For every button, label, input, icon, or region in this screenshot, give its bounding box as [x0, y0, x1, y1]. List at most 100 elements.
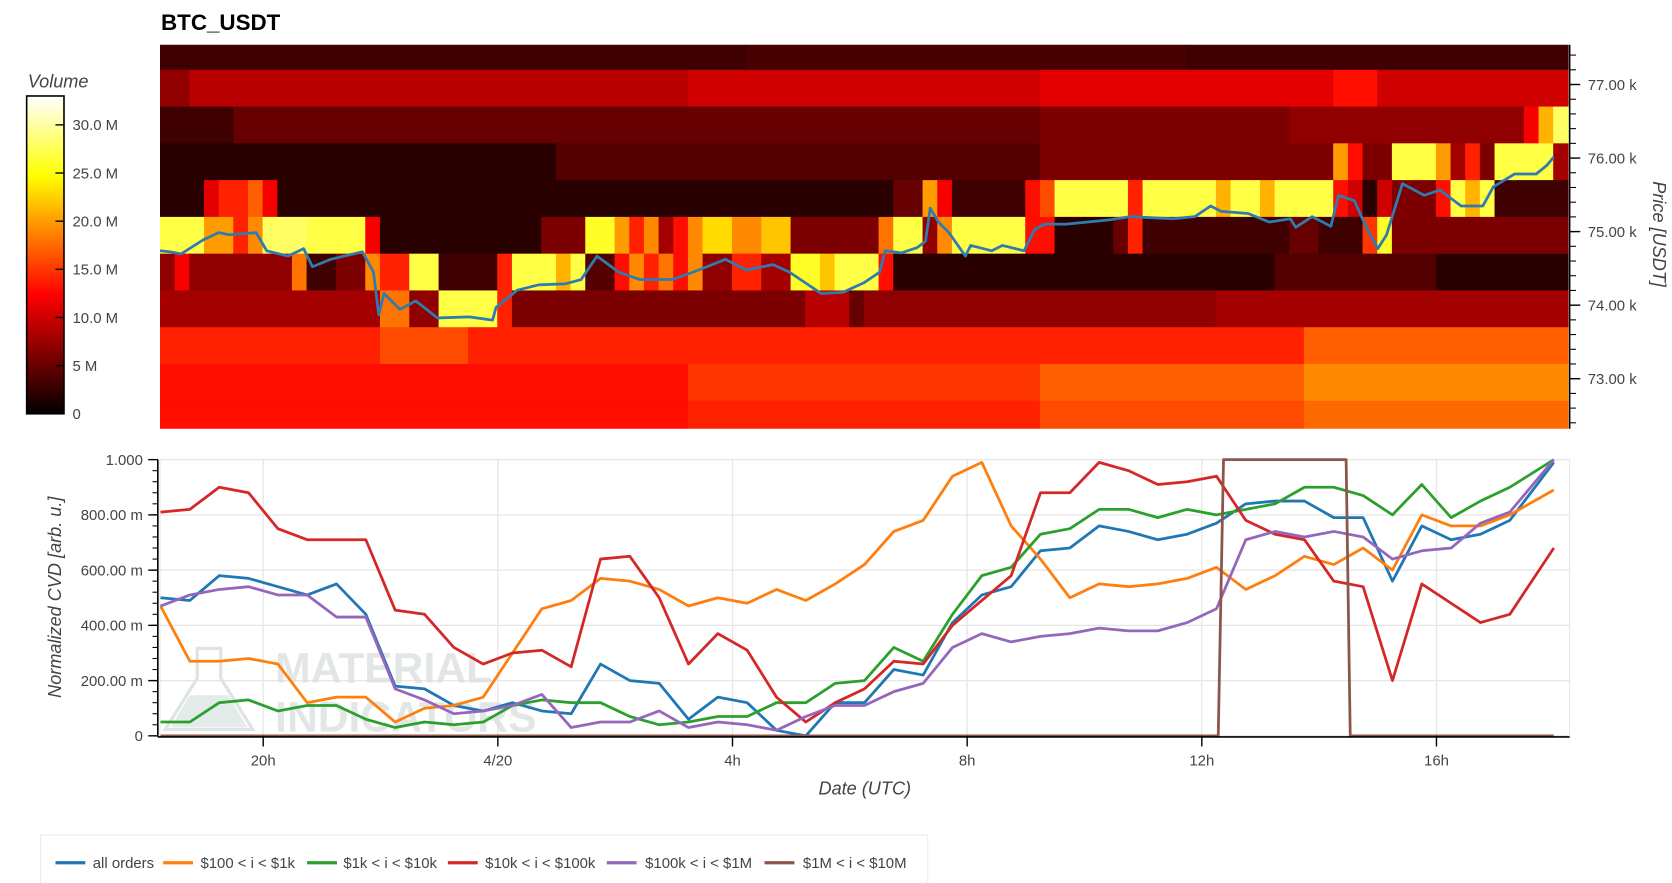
legend-item-1m-10m[interactable]: $1M < i < $10M — [764, 855, 907, 872]
heatmap-cell — [687, 69, 1041, 107]
cvd-y-tick-label: 1.000 — [106, 452, 143, 469]
legend-item-1k-10k[interactable]: $1k < i < $10k — [307, 855, 438, 872]
heatmap-cell — [673, 253, 689, 291]
legend-item-10k-100k[interactable]: $10k < i < $100k — [447, 855, 596, 872]
price-tick-label: 75.00 k — [1588, 224, 1637, 241]
heatmap-cell — [262, 216, 308, 255]
cvd-line-1k-i-10k — [160, 458, 1555, 729]
heatmap-cell — [1039, 143, 1334, 181]
heatmap-cell — [159, 327, 381, 365]
legend-item-100-1k[interactable]: $100 < i < $1k — [163, 855, 295, 872]
heatmap-cell — [1274, 180, 1334, 218]
cvd-line-10k-i-100k — [160, 461, 1555, 724]
heatmap-cell — [438, 253, 498, 291]
heatmap-cell — [643, 253, 660, 291]
heatmap-cell — [893, 180, 924, 218]
heatmap-cell — [159, 400, 689, 429]
cvd-y-tick-label: 800.00 m — [81, 507, 143, 524]
heatmap-cell — [922, 180, 938, 218]
cvd-x-tick-label: 16h — [1424, 753, 1449, 770]
heatmap-cell — [233, 106, 1041, 144]
heatmap-cell — [365, 216, 381, 255]
heatmap-cell — [262, 180, 278, 218]
heatmap-cell — [893, 216, 924, 255]
colorbar-tick-label: 25.0 M — [73, 165, 119, 182]
heatmap-cell — [497, 290, 513, 328]
chart-title: BTC_USDT — [161, 10, 281, 35]
heatmap-cell — [203, 180, 220, 218]
heatmap-cell — [1303, 400, 1569, 429]
cvd-x-tick-label: 8h — [959, 753, 976, 770]
heatmap-cell — [746, 44, 1188, 71]
heatmap-cell — [1333, 180, 1349, 218]
heatmap-cell — [1142, 180, 1217, 218]
heatmap-cell — [379, 327, 469, 365]
heatmap-cell — [951, 180, 1026, 218]
heatmap-cell — [731, 253, 762, 291]
volume-heatmap — [159, 44, 1569, 429]
heatmap-cell — [1127, 180, 1144, 218]
heatmap-cell — [702, 216, 733, 255]
heatmap-cell — [511, 290, 806, 328]
heatmap-cell — [1289, 106, 1525, 144]
heatmap-cell — [1391, 216, 1569, 255]
colorbar — [25, 95, 65, 415]
heatmap-cell — [1303, 363, 1569, 402]
heatmap-cell — [247, 216, 264, 255]
heatmap-cell — [878, 216, 894, 255]
heatmap-cell — [614, 216, 630, 255]
heatmap-cell — [1303, 327, 1569, 365]
heatmap-cell — [1553, 143, 1569, 181]
heatmap-cell — [497, 253, 513, 291]
heatmap-cell — [189, 253, 293, 291]
heatmap-cell — [819, 253, 836, 291]
heatmap-cell — [159, 106, 234, 144]
heatmap-cell — [1039, 363, 1305, 402]
cvd-y-tick-label: 0 — [135, 728, 143, 745]
price-axis-label: Price [USDT] — [1649, 181, 1669, 288]
heatmap-cell — [1230, 180, 1261, 218]
colorbar-label: Volume — [28, 71, 89, 91]
heatmap-cell — [1347, 180, 1364, 218]
heatmap-cell — [1186, 44, 1569, 71]
heatmap-cell — [159, 44, 748, 71]
heatmap-cell — [658, 216, 674, 255]
heatmap-cell — [555, 143, 1041, 181]
watermark-logo: MATERIAL INDICATORS — [162, 645, 536, 742]
heatmap-cell — [1553, 106, 1569, 144]
cvd-x-tick-label: 4/20 — [483, 753, 512, 770]
heatmap-cell — [159, 363, 689, 402]
colorbar-ticks: 30.0 M 25.0 M 20.0 M 15.0 M 10.0 M 5 M 0 — [55, 117, 118, 423]
cvd-axis-ticks: 1.000 800.00 m 600.00 m 400.00 m 200.00 m 0 20… — [81, 452, 1449, 770]
heatmap-cell — [1215, 290, 1569, 328]
heatmap-cell — [159, 290, 381, 328]
colorbar-tick-label: 10.0 M — [73, 310, 119, 327]
heatmap-cell — [658, 253, 674, 291]
heatmap-cell — [1538, 106, 1554, 144]
legend: all orders $100 < i < $1k $1k < i < $10k… — [39, 834, 929, 883]
cvd-line-1m-i-10m — [160, 458, 1554, 738]
legend-item-100k-1m[interactable]: $100k < i < $1M — [606, 855, 752, 872]
heatmap-cell — [629, 216, 645, 255]
heatmap-cell — [247, 180, 264, 218]
heatmap-cell — [790, 216, 880, 255]
heatmap-cell — [761, 216, 792, 255]
heatmap-cell — [643, 216, 660, 255]
heatmap-cell — [1025, 216, 1056, 255]
heatmap-cell — [1347, 143, 1364, 181]
heatmap-cell — [1039, 106, 1290, 144]
heatmap-cell — [1274, 253, 1437, 291]
heatmap-cell — [1465, 180, 1481, 218]
legend-label: all orders — [93, 855, 154, 872]
heatmap-cell — [1054, 180, 1129, 218]
heatmap-cell — [863, 290, 1217, 328]
legend-item-all-orders[interactable]: all orders — [55, 855, 154, 872]
heatmap-cell — [1435, 253, 1569, 291]
heatmap-cell — [1450, 143, 1466, 181]
cvd-x-tick-label: 12h — [1189, 753, 1214, 770]
price-tick-label: 74.00 k — [1588, 297, 1637, 314]
heatmap-cell — [937, 180, 953, 218]
heatmap-cell — [849, 290, 865, 328]
cvd-line-100-i-1k — [159, 461, 1555, 724]
watermark-text-1: MATERIAL — [275, 645, 492, 693]
